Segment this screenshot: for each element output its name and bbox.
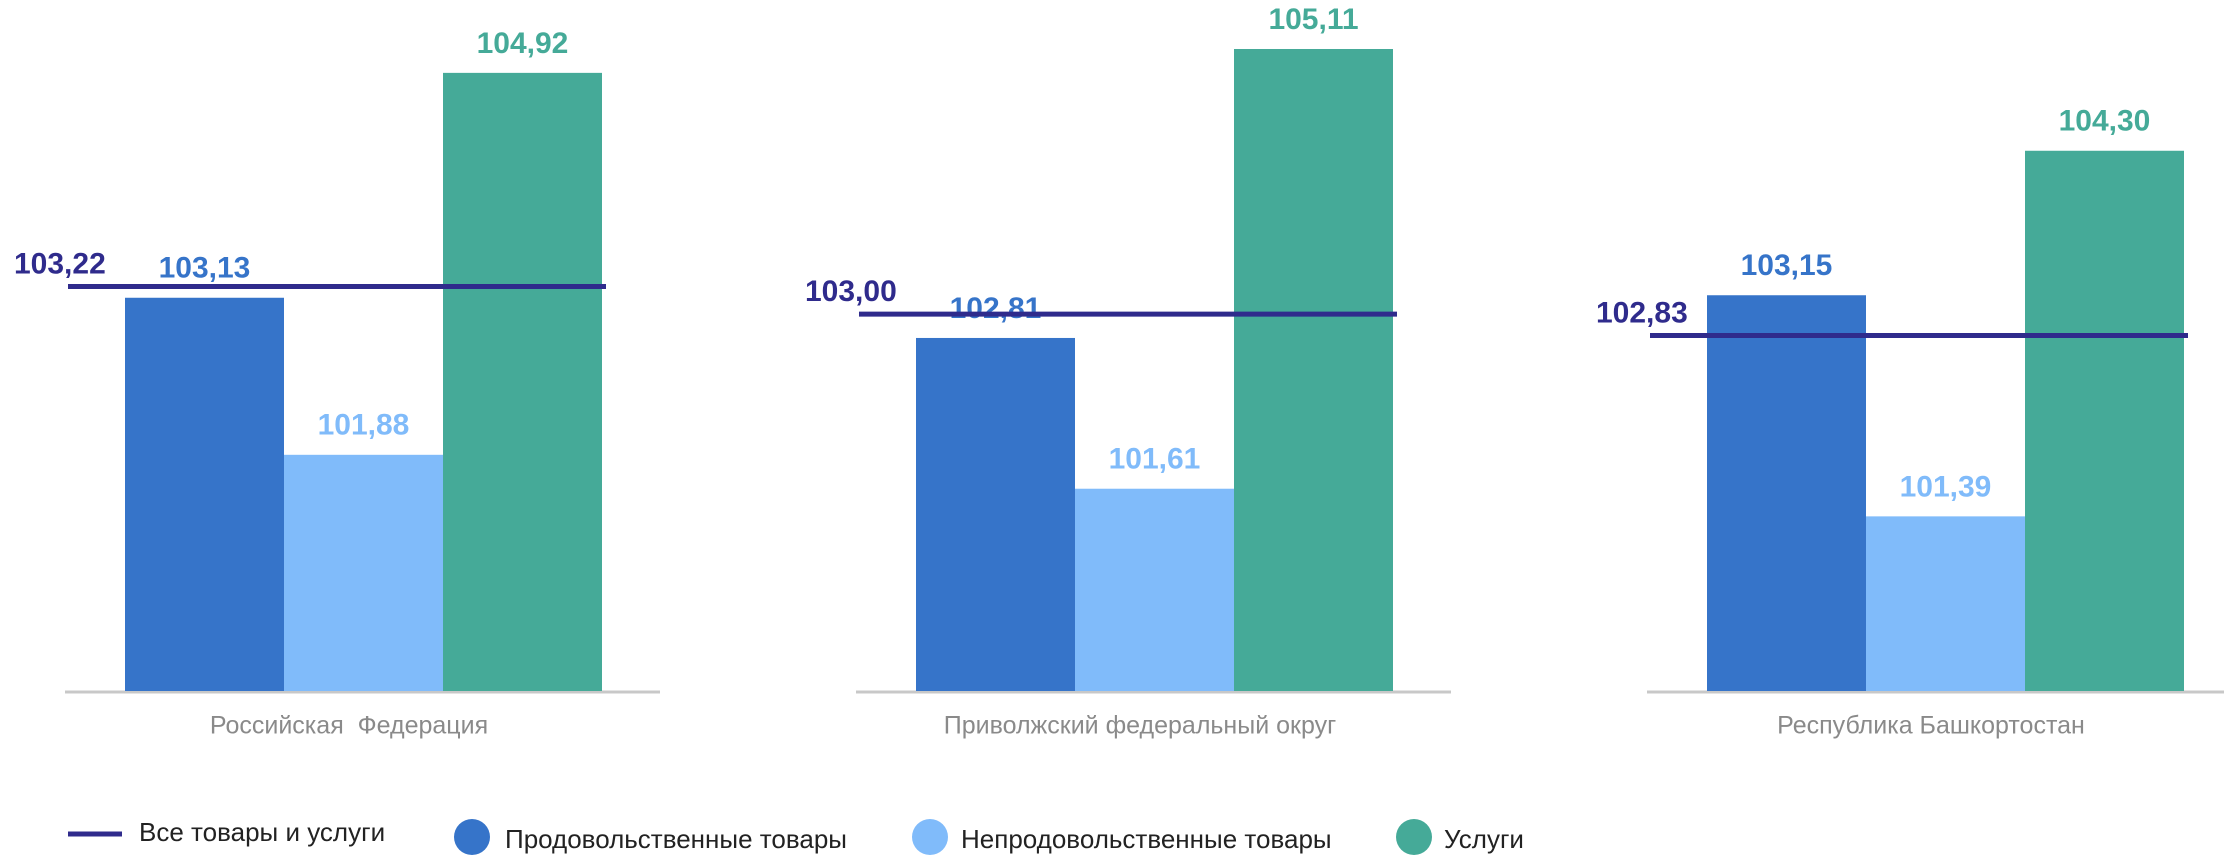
legend-dot (1396, 819, 1432, 855)
bar (125, 297, 284, 691)
bar (1707, 295, 1866, 691)
legend-label: Услуги (1444, 824, 1524, 854)
category-label: Республика Башкортостан (1777, 712, 2085, 740)
legend-label: Непродовольственные товары (961, 824, 1332, 854)
value-label: 103,13 (159, 252, 251, 285)
category-label: Российская Федерация (210, 712, 488, 740)
value-label: 102,81 (950, 292, 1042, 325)
value-label: 105,11 (1268, 3, 1358, 36)
bar (443, 72, 602, 692)
bar (2025, 150, 2184, 691)
bar (1075, 488, 1234, 691)
value-label: 101,61 (1109, 443, 1201, 476)
value-label: 101,39 (1900, 470, 1992, 503)
value-label: 103,15 (1741, 249, 1833, 282)
bar (284, 454, 443, 691)
category-label: Приволжский федеральный округ (944, 712, 1336, 740)
value-label: 104,92 (477, 27, 569, 60)
value-label: 101,88 (318, 409, 410, 442)
legend-label: Все товары и услуги (139, 817, 385, 847)
value-label: 103,22 (14, 247, 106, 280)
value-label: 103,00 (805, 275, 897, 308)
value-label: 104,30 (2059, 105, 2151, 138)
bar (1234, 48, 1393, 692)
legend-dot (454, 819, 490, 855)
bar (1866, 516, 2025, 691)
value-label: 102,83 (1596, 296, 1688, 329)
bar (916, 337, 1075, 691)
legend-dot (912, 819, 948, 855)
legend-label: Продовольственные товары (505, 824, 847, 854)
